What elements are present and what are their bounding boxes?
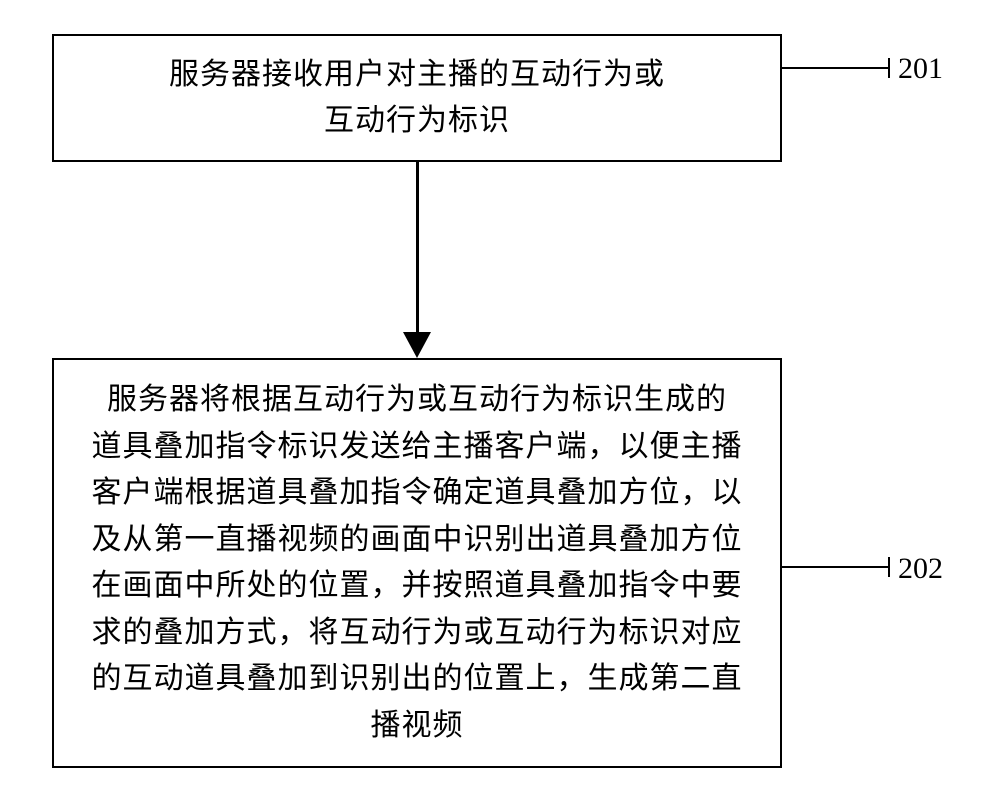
step-label-201: 201 [898,52,943,86]
flow-node-202: 服务器将根据互动行为或互动行为标识生成的 道具叠加指令标识发送给主播客户端，以便… [52,358,782,768]
flowchart-canvas: 服务器接收用户对主播的互动行为或 互动行为标识 201 服务器将根据互动行为或互… [0,0,1000,805]
label-connector-202-line [782,566,890,568]
flow-node-201-text: 服务器接收用户对主播的互动行为或 互动行为标识 [169,52,665,145]
edge-arrowhead-201-202 [403,332,431,358]
edge-line-201-202 [416,162,419,334]
flow-node-201: 服务器接收用户对主播的互动行为或 互动行为标识 [52,34,782,162]
step-label-202: 202 [898,552,943,586]
label-connector-201-tick [888,58,890,78]
label-connector-201-line [782,67,890,69]
flow-node-202-text: 服务器将根据互动行为或互动行为标识生成的 道具叠加指令标识发送给主播客户端，以便… [92,377,743,749]
label-connector-202-tick [888,557,890,577]
